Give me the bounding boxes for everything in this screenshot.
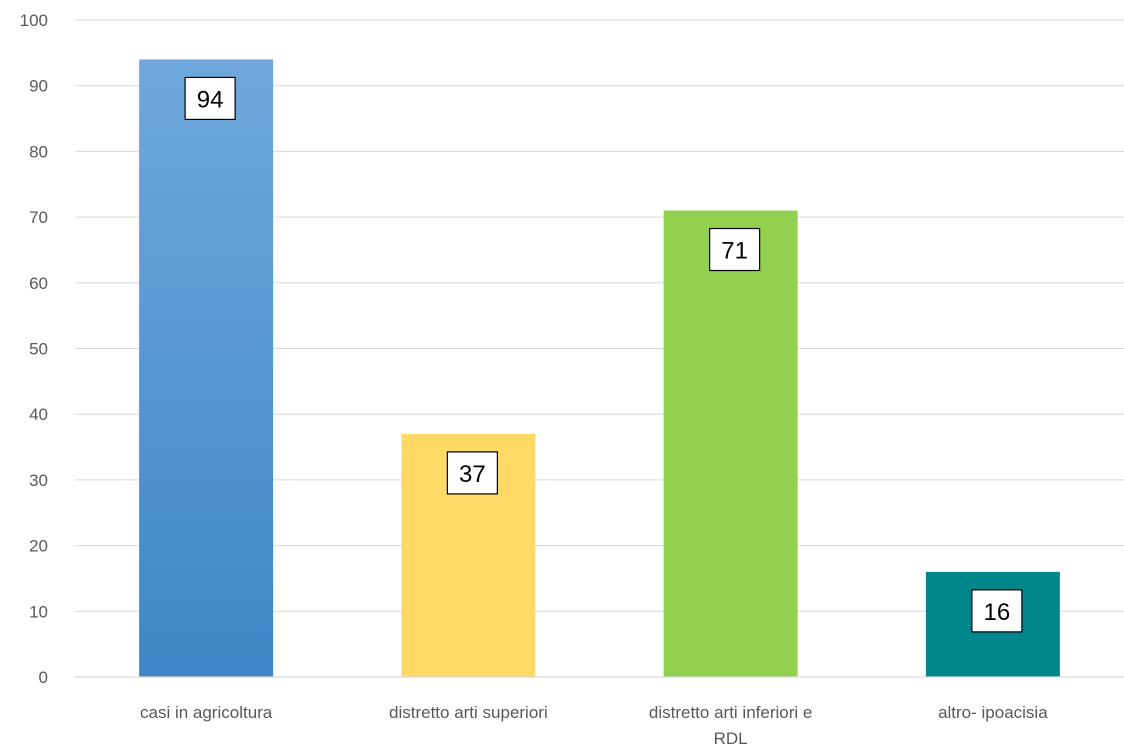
y-tick-label: 80: [29, 142, 48, 161]
y-tick-label: 0: [39, 668, 48, 687]
category-label: distretto arti inferiori e: [649, 703, 812, 722]
data-label: 37: [459, 461, 486, 488]
category-label: RDL: [714, 729, 748, 746]
data-label-box: [184, 76, 236, 121]
y-tick-label: 70: [29, 208, 48, 227]
data-label: 16: [984, 599, 1011, 626]
data-labels: 94 37 71 16: [184, 76, 1023, 633]
data-label-box: [971, 589, 1023, 633]
data-label: 71: [721, 238, 748, 265]
y-tick-label: 100: [20, 11, 48, 30]
data-label: 94: [197, 86, 224, 113]
category-label: casi in agricoltura: [140, 703, 273, 722]
y-tick-label: 90: [29, 77, 48, 96]
category-label: distretto arti superiori: [389, 703, 548, 722]
bars: [139, 59, 1060, 678]
y-tick-label: 10: [29, 602, 48, 621]
data-label-box: [709, 227, 761, 272]
y-axis-tick-labels: 0 10 20 30 40 50 60 70 80 90 100: [20, 11, 48, 687]
y-tick-label: 40: [29, 405, 48, 424]
y-tick-label: 50: [29, 340, 48, 359]
x-axis-category-labels: casi in agricoltura distretto arti superi…: [140, 703, 1048, 746]
bar: [663, 210, 798, 677]
y-tick-label: 60: [29, 274, 48, 293]
y-tick-label: 20: [29, 537, 48, 556]
bar: [139, 59, 274, 678]
data-label-box: [446, 451, 498, 495]
category-label: altro- ipoacisia: [938, 703, 1048, 722]
y-tick-label: 30: [29, 471, 48, 490]
